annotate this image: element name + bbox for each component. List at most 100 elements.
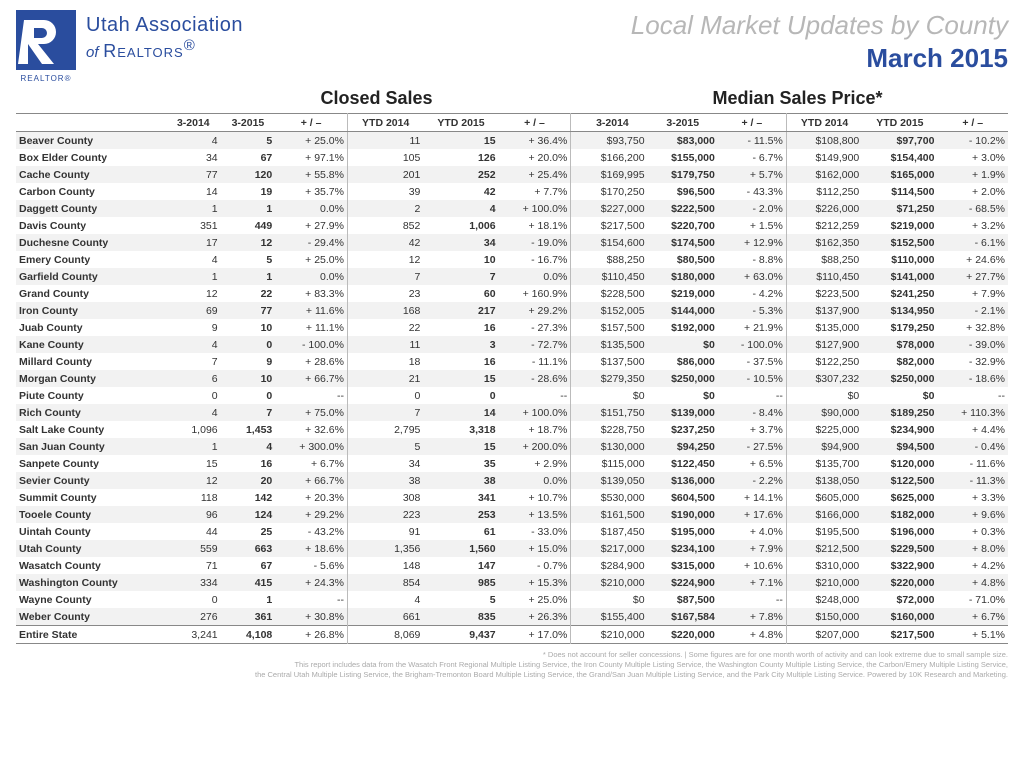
data-cell: + 20.0% <box>499 149 571 166</box>
data-cell: 9,437 <box>423 626 498 644</box>
data-cell: 148 <box>347 557 423 574</box>
data-cell: 21 <box>347 370 423 387</box>
data-cell: -- <box>937 387 1008 404</box>
table-row: San Juan County14+ 300.0%515+ 200.0%$130… <box>16 438 1008 455</box>
table-row: Weber County276361+ 30.8%661835+ 26.3%$1… <box>16 608 1008 626</box>
data-cell: $182,000 <box>862 506 937 523</box>
data-cell: $135,700 <box>786 455 862 472</box>
col-header: + / – <box>499 114 571 132</box>
data-cell: $180,000 <box>648 268 718 285</box>
data-cell: 449 <box>221 217 276 234</box>
data-cell: $165,000 <box>862 166 937 183</box>
data-cell: $179,750 <box>648 166 718 183</box>
data-cell: $212,500 <box>786 540 862 557</box>
data-cell: + 11.1% <box>275 319 347 336</box>
data-cell: $137,500 <box>577 353 647 370</box>
data-cell: 1,006 <box>423 217 498 234</box>
data-cell: $120,000 <box>862 455 937 472</box>
data-cell: + 5.1% <box>937 626 1008 644</box>
data-cell: 7 <box>166 353 221 370</box>
data-cell: 4 <box>166 132 221 150</box>
data-cell: + 32.6% <box>275 421 347 438</box>
data-cell: - 27.5% <box>718 438 787 455</box>
data-cell: + 20.3% <box>275 489 347 506</box>
data-cell: 12 <box>221 234 276 251</box>
assoc-name-line2: of Realtors® <box>86 37 243 62</box>
data-cell: 0 <box>166 591 221 608</box>
data-cell: + 14.1% <box>718 489 787 506</box>
data-cell: + 3.3% <box>937 489 1008 506</box>
row-label: Cache County <box>16 166 166 183</box>
data-cell: 0 <box>221 336 276 353</box>
realtor-text: REALTOR® <box>21 74 72 82</box>
data-cell: $97,700 <box>862 132 937 150</box>
data-cell: + 27.7% <box>937 268 1008 285</box>
data-cell: 23 <box>347 285 423 302</box>
data-cell: $228,500 <box>577 285 647 302</box>
data-cell: $150,000 <box>786 608 862 626</box>
data-cell: 11 <box>347 132 423 150</box>
row-label: Sevier County <box>16 472 166 489</box>
data-cell: + 97.1% <box>275 149 347 166</box>
data-cell: $157,500 <box>577 319 647 336</box>
data-cell: 16 <box>423 319 498 336</box>
data-cell: + 18.1% <box>499 217 571 234</box>
data-cell: $112,250 <box>786 183 862 200</box>
data-cell: + 15.3% <box>499 574 571 591</box>
data-cell: - 18.6% <box>937 370 1008 387</box>
data-cell: 77 <box>221 302 276 319</box>
data-cell: $83,000 <box>648 132 718 150</box>
data-cell: - 100.0% <box>275 336 347 353</box>
data-cell: 4 <box>423 200 498 217</box>
data-cell: -- <box>718 387 787 404</box>
data-cell: 15 <box>423 132 498 150</box>
data-cell: 147 <box>423 557 498 574</box>
data-cell: 12 <box>166 285 221 302</box>
row-label: Tooele County <box>16 506 166 523</box>
data-cell: + 1.5% <box>718 217 787 234</box>
data-cell: $219,000 <box>862 217 937 234</box>
data-cell: + 6.5% <box>718 455 787 472</box>
data-cell: 25 <box>221 523 276 540</box>
data-cell: $154,400 <box>862 149 937 166</box>
data-cell: + 7.8% <box>718 608 787 626</box>
row-label: Garfield County <box>16 268 166 285</box>
data-cell: $530,000 <box>577 489 647 506</box>
data-cell: + 110.3% <box>937 404 1008 421</box>
total-row: Entire State3,2414,108+ 26.8%8,0699,437+… <box>16 626 1008 644</box>
col-header: + / – <box>718 114 787 132</box>
data-cell: 663 <box>221 540 276 557</box>
data-cell: 661 <box>347 608 423 626</box>
data-cell: 14 <box>166 183 221 200</box>
data-cell: 18 <box>347 353 423 370</box>
data-cell: $88,250 <box>786 251 862 268</box>
data-cell: $0 <box>786 387 862 404</box>
row-label: Grand County <box>16 285 166 302</box>
data-cell: $605,000 <box>786 489 862 506</box>
data-cell: 6 <box>166 370 221 387</box>
data-cell: + 32.8% <box>937 319 1008 336</box>
data-cell: 8,069 <box>347 626 423 644</box>
data-cell: 4 <box>166 251 221 268</box>
data-cell: - 4.2% <box>718 285 787 302</box>
data-cell: 0 <box>221 387 276 404</box>
data-cell: + 24.3% <box>275 574 347 591</box>
data-cell: 253 <box>423 506 498 523</box>
data-cell: $151,750 <box>577 404 647 421</box>
data-cell: + 1.9% <box>937 166 1008 183</box>
data-cell: 20 <box>221 472 276 489</box>
data-cell: $227,000 <box>577 200 647 217</box>
data-cell: - 71.0% <box>937 591 1008 608</box>
data-cell: $220,000 <box>648 626 718 644</box>
data-cell: $166,000 <box>786 506 862 523</box>
data-cell: $110,000 <box>862 251 937 268</box>
data-cell: 71 <box>166 557 221 574</box>
row-label: Daggett County <box>16 200 166 217</box>
data-cell: - 11.6% <box>937 455 1008 472</box>
data-cell: + 17.6% <box>718 506 787 523</box>
table-row: Sanpete County1516+ 6.7%3435+ 2.9%$115,0… <box>16 455 1008 472</box>
data-cell: 15 <box>166 455 221 472</box>
table-row: Iron County6977+ 11.6%168217+ 29.2%$152,… <box>16 302 1008 319</box>
data-cell: $155,000 <box>648 149 718 166</box>
data-cell: 0.0% <box>499 268 571 285</box>
